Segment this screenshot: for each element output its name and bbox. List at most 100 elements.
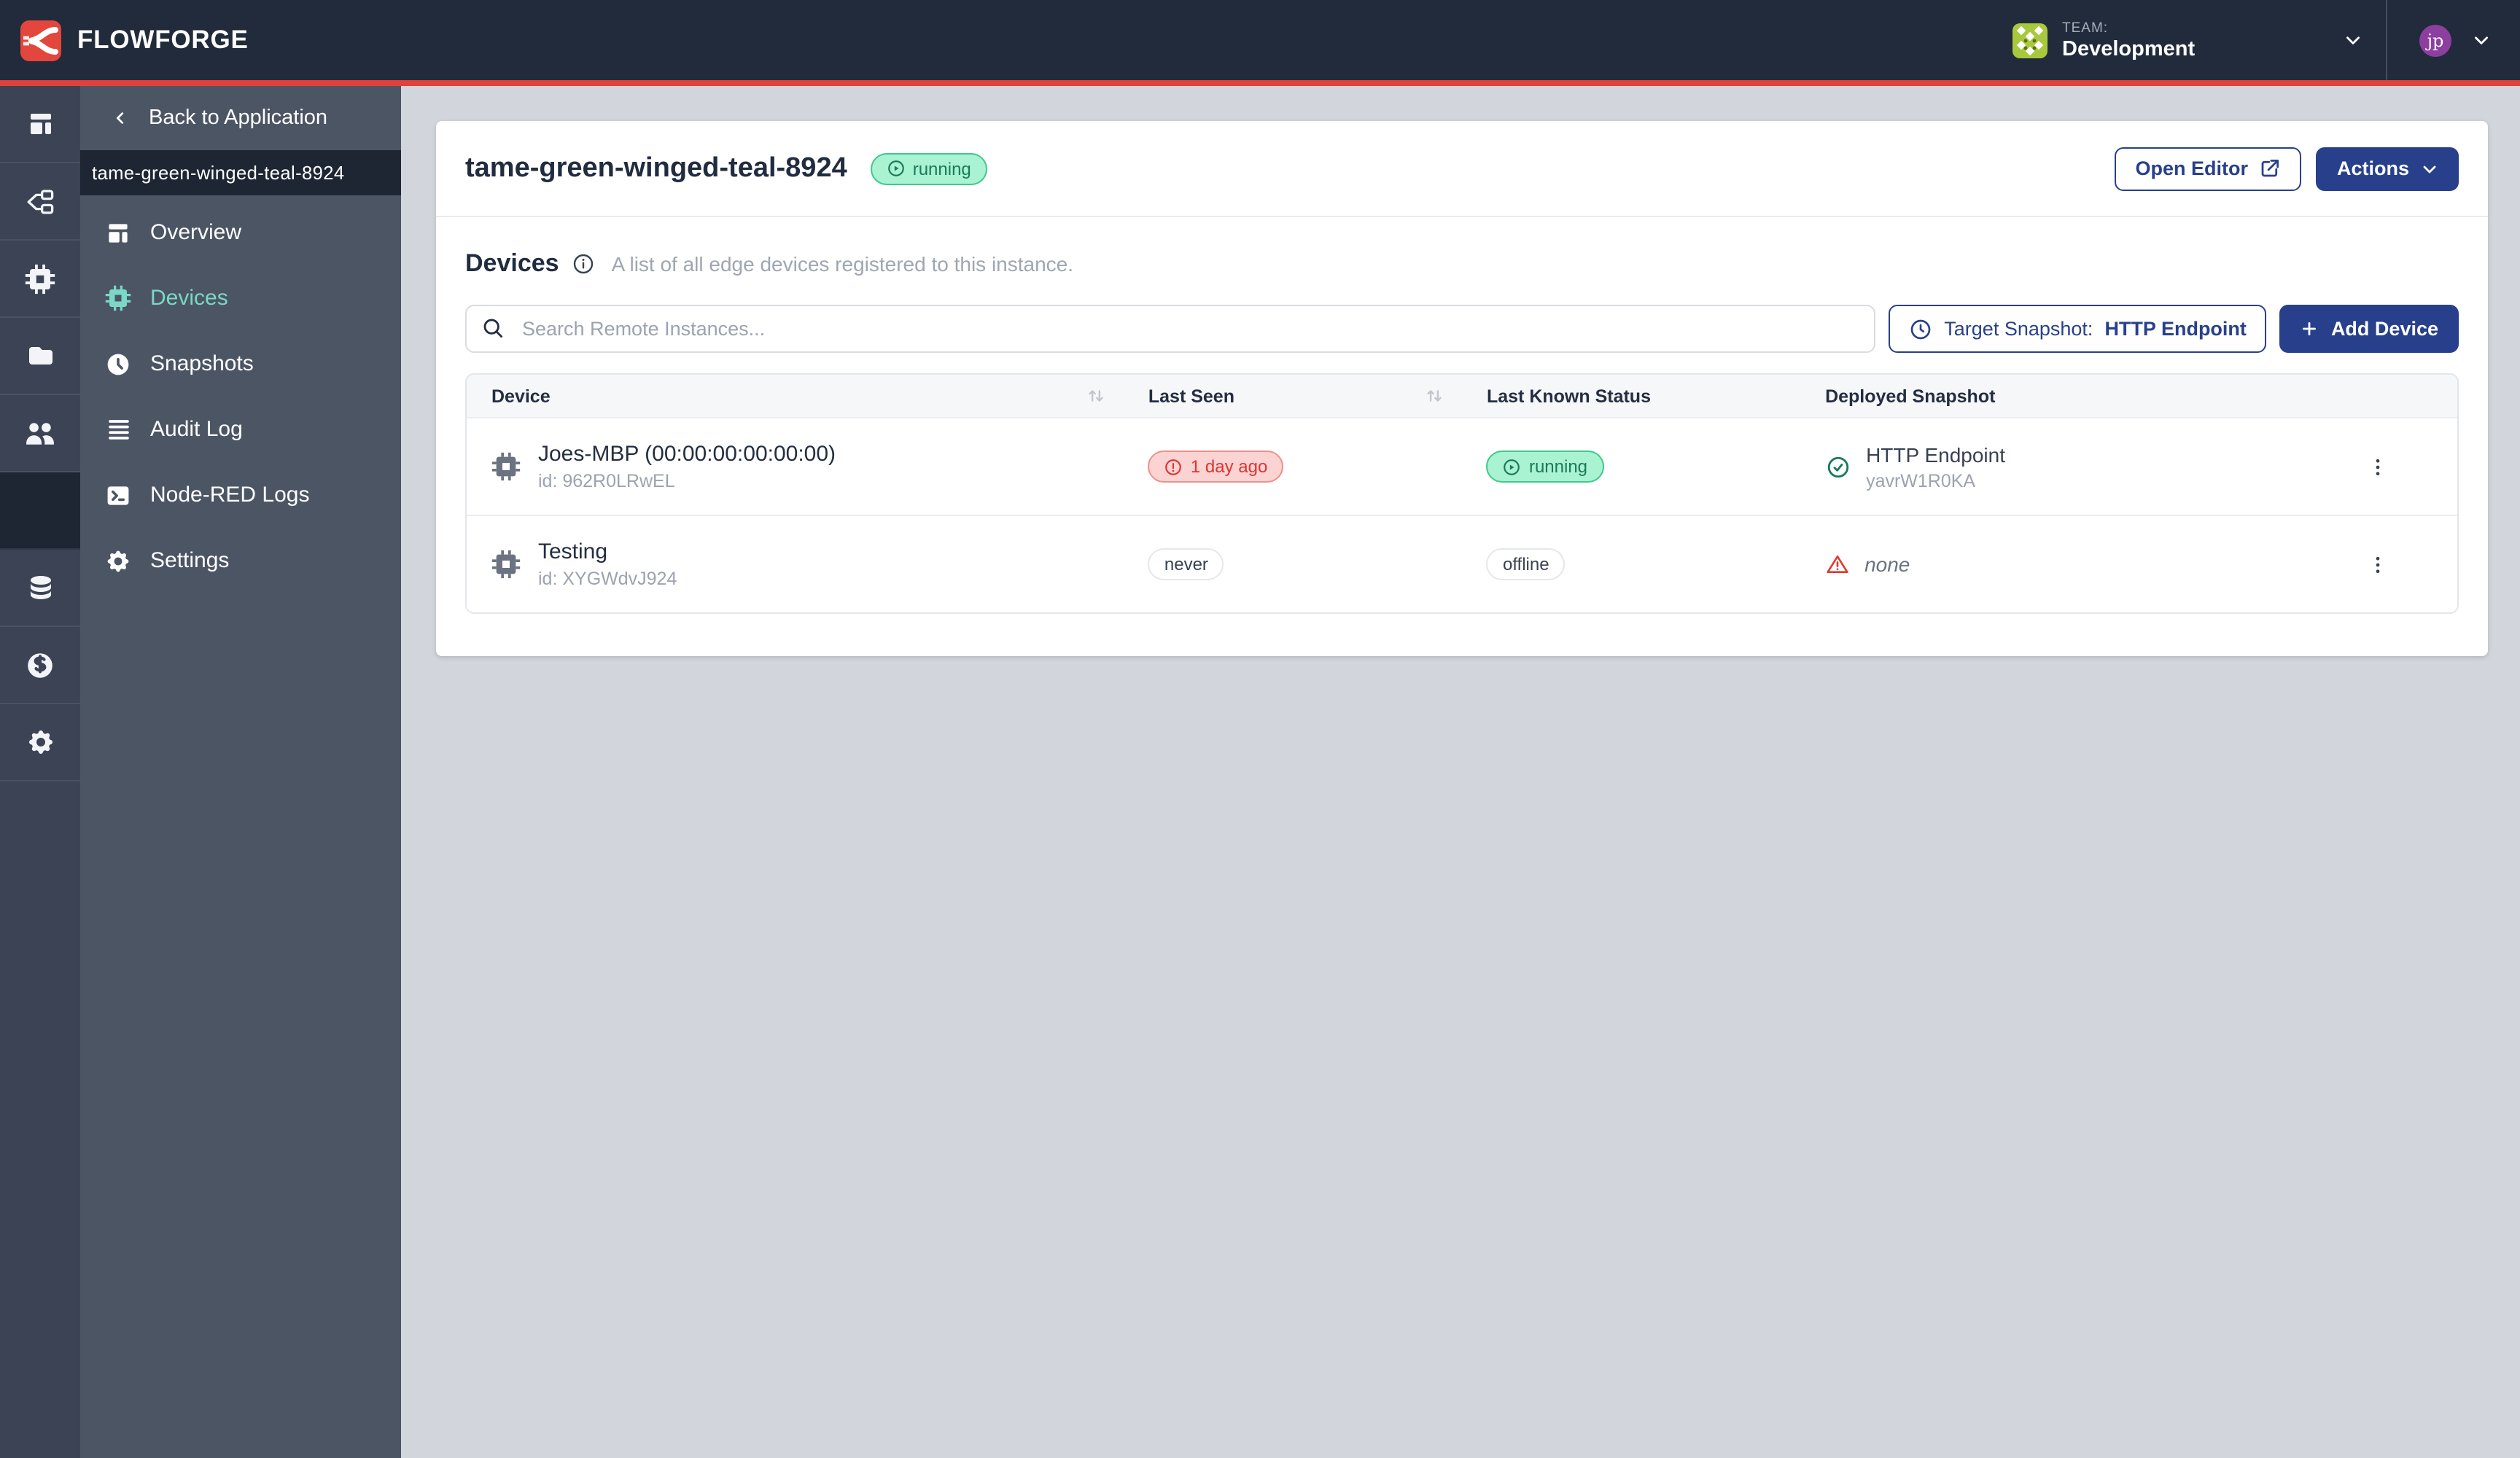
template-icon [26, 109, 55, 139]
status-badge: running [870, 152, 987, 184]
toolbar: Target Snapshot: HTTP Endpoint Add Devic… [465, 305, 2459, 353]
section-description: A list of all edge devices registered to… [611, 252, 1074, 276]
snapshot-id: yavrW1R0KA [1866, 470, 1976, 491]
template-icon [105, 219, 131, 246]
last-seen-badge: 1 day ago [1148, 451, 1284, 483]
row-menu-button[interactable] [2361, 448, 2395, 485]
chevron-down-icon [2472, 31, 2491, 50]
snapshot-none: none [1864, 553, 1910, 576]
table-row[interactable]: Testing id: XYGWdvJ924 never [467, 515, 2457, 612]
sidebar-item-devices[interactable]: Devices [80, 265, 401, 331]
rail-filler [0, 781, 80, 1458]
users-icon [25, 418, 55, 448]
brand[interactable]: FLOWFORGE [20, 20, 249, 61]
clock-icon [105, 351, 131, 377]
table-header: Device Last Seen [467, 375, 2457, 417]
rail-item-applications[interactable] [0, 86, 80, 163]
row-menu-button[interactable] [2361, 546, 2395, 582]
chip-icon [105, 285, 131, 311]
team-label: TEAM: [2062, 20, 2109, 36]
sidebar-menu: Overview Devices Snapshots [80, 200, 401, 593]
avatar: jp [2419, 24, 2451, 56]
gear-icon [105, 547, 131, 574]
warning-triangle-icon [1825, 553, 1848, 576]
kebab-icon [2367, 454, 2389, 479]
rail-item-devices[interactable] [0, 241, 80, 318]
info-icon[interactable] [572, 252, 596, 276]
rail-item-billing[interactable] [0, 627, 80, 704]
device-name-link[interactable]: Testing [538, 539, 608, 564]
column-header-last-known-status: Last Known Status [1486, 386, 1651, 406]
search-box [465, 305, 1876, 353]
back-to-application[interactable]: Back to Application [80, 86, 401, 150]
add-device-button[interactable]: Add Device [2279, 305, 2459, 353]
external-link-icon [2260, 157, 2282, 179]
sidebar: Back to Application tame-green-winged-te… [80, 86, 401, 1458]
page-title: tame-green-winged-teal-8924 [465, 152, 847, 183]
chip-icon [25, 263, 55, 294]
kebab-icon [2367, 552, 2389, 577]
actions-button[interactable]: Actions [2316, 147, 2459, 190]
sidebar-item-settings[interactable]: Settings [80, 528, 401, 593]
sidebar-item-node-red-logs[interactable]: Node-RED Logs [80, 462, 401, 528]
plus-icon [2301, 319, 2319, 338]
column-header-device[interactable]: Device [467, 386, 1124, 406]
search-input[interactable] [519, 316, 1860, 341]
exclamation-circle-icon [1164, 457, 1183, 476]
folder-icon [26, 341, 55, 370]
database-icon [26, 573, 55, 602]
check-circle-icon [1825, 454, 1850, 479]
terminal-icon [105, 482, 131, 508]
chip-icon [491, 550, 521, 579]
sidebar-item-snapshots[interactable]: Snapshots [80, 331, 401, 397]
pipeline-icon [25, 186, 55, 217]
last-seen-badge: never [1148, 548, 1224, 580]
open-editor-button[interactable]: Open Editor [2115, 147, 2302, 190]
accent-bar [0, 80, 2520, 86]
chevron-left-icon [112, 108, 128, 128]
device-name-link[interactable]: Joes-MBP (00:00:00:00:00:00) [538, 442, 836, 467]
main-content: tame-green-winged-teal-8924 running Open… [401, 86, 2520, 1458]
device-id: id: 962R0LRwEL [538, 471, 675, 491]
brand-name: FLOWFORGE [77, 25, 249, 54]
team-avatar [2012, 23, 2048, 58]
team-name: Development [2062, 37, 2196, 61]
rail-item-team-settings[interactable] [0, 704, 80, 781]
device-id: id: XYGWdvJ924 [538, 569, 677, 589]
flowforge-logo-icon [20, 20, 61, 61]
card-header: tame-green-winged-teal-8924 running Open… [436, 121, 2488, 217]
sort-icon [1426, 386, 1444, 405]
chevron-down-icon [2344, 31, 2362, 50]
rail-item-members[interactable] [0, 395, 80, 472]
back-label: Back to Application [149, 106, 328, 130]
sidebar-item-audit-log[interactable]: Audit Log [80, 397, 401, 462]
search-icon [481, 316, 506, 341]
play-circle-icon [1503, 457, 1522, 476]
rail-spacer [0, 472, 80, 550]
column-header-last-seen[interactable]: Last Seen [1124, 386, 1462, 406]
chip-icon [491, 452, 521, 481]
snapshot-name: HTTP Endpoint [1866, 443, 2005, 466]
section-header: Devices A list of all edge devices regis… [465, 249, 2459, 278]
play-circle-icon [887, 159, 906, 178]
rail-item-instances[interactable] [0, 163, 80, 241]
user-menu[interactable]: jp [2408, 24, 2502, 56]
menu-lines-icon [105, 416, 131, 443]
rail-item-shared-library[interactable] [0, 550, 80, 627]
sidebar-item-overview[interactable]: Overview [80, 200, 401, 265]
top-nav: FLOWFORGE [0, 0, 2520, 80]
instance-card: tame-green-winged-teal-8924 running Open… [436, 121, 2488, 656]
section-title: Devices [465, 249, 559, 277]
nav-divider [2386, 0, 2387, 80]
target-snapshot-button[interactable]: Target Snapshot: HTTP Endpoint [1889, 305, 2267, 353]
clock-icon [1909, 317, 1932, 340]
icon-rail [0, 86, 80, 1458]
rail-item-library[interactable] [0, 318, 80, 395]
devices-table: Device Last Seen [465, 373, 2459, 614]
table-row[interactable]: Joes-MBP (00:00:00:00:00:00) id: 962R0LR… [467, 417, 2457, 515]
team-switcher[interactable]: TEAM: Development [2012, 20, 2362, 61]
column-header-deployed-snapshot: Deployed Snapshot [1825, 386, 1996, 406]
sort-icon [1087, 386, 1106, 405]
status-badge: offline [1486, 548, 1566, 580]
